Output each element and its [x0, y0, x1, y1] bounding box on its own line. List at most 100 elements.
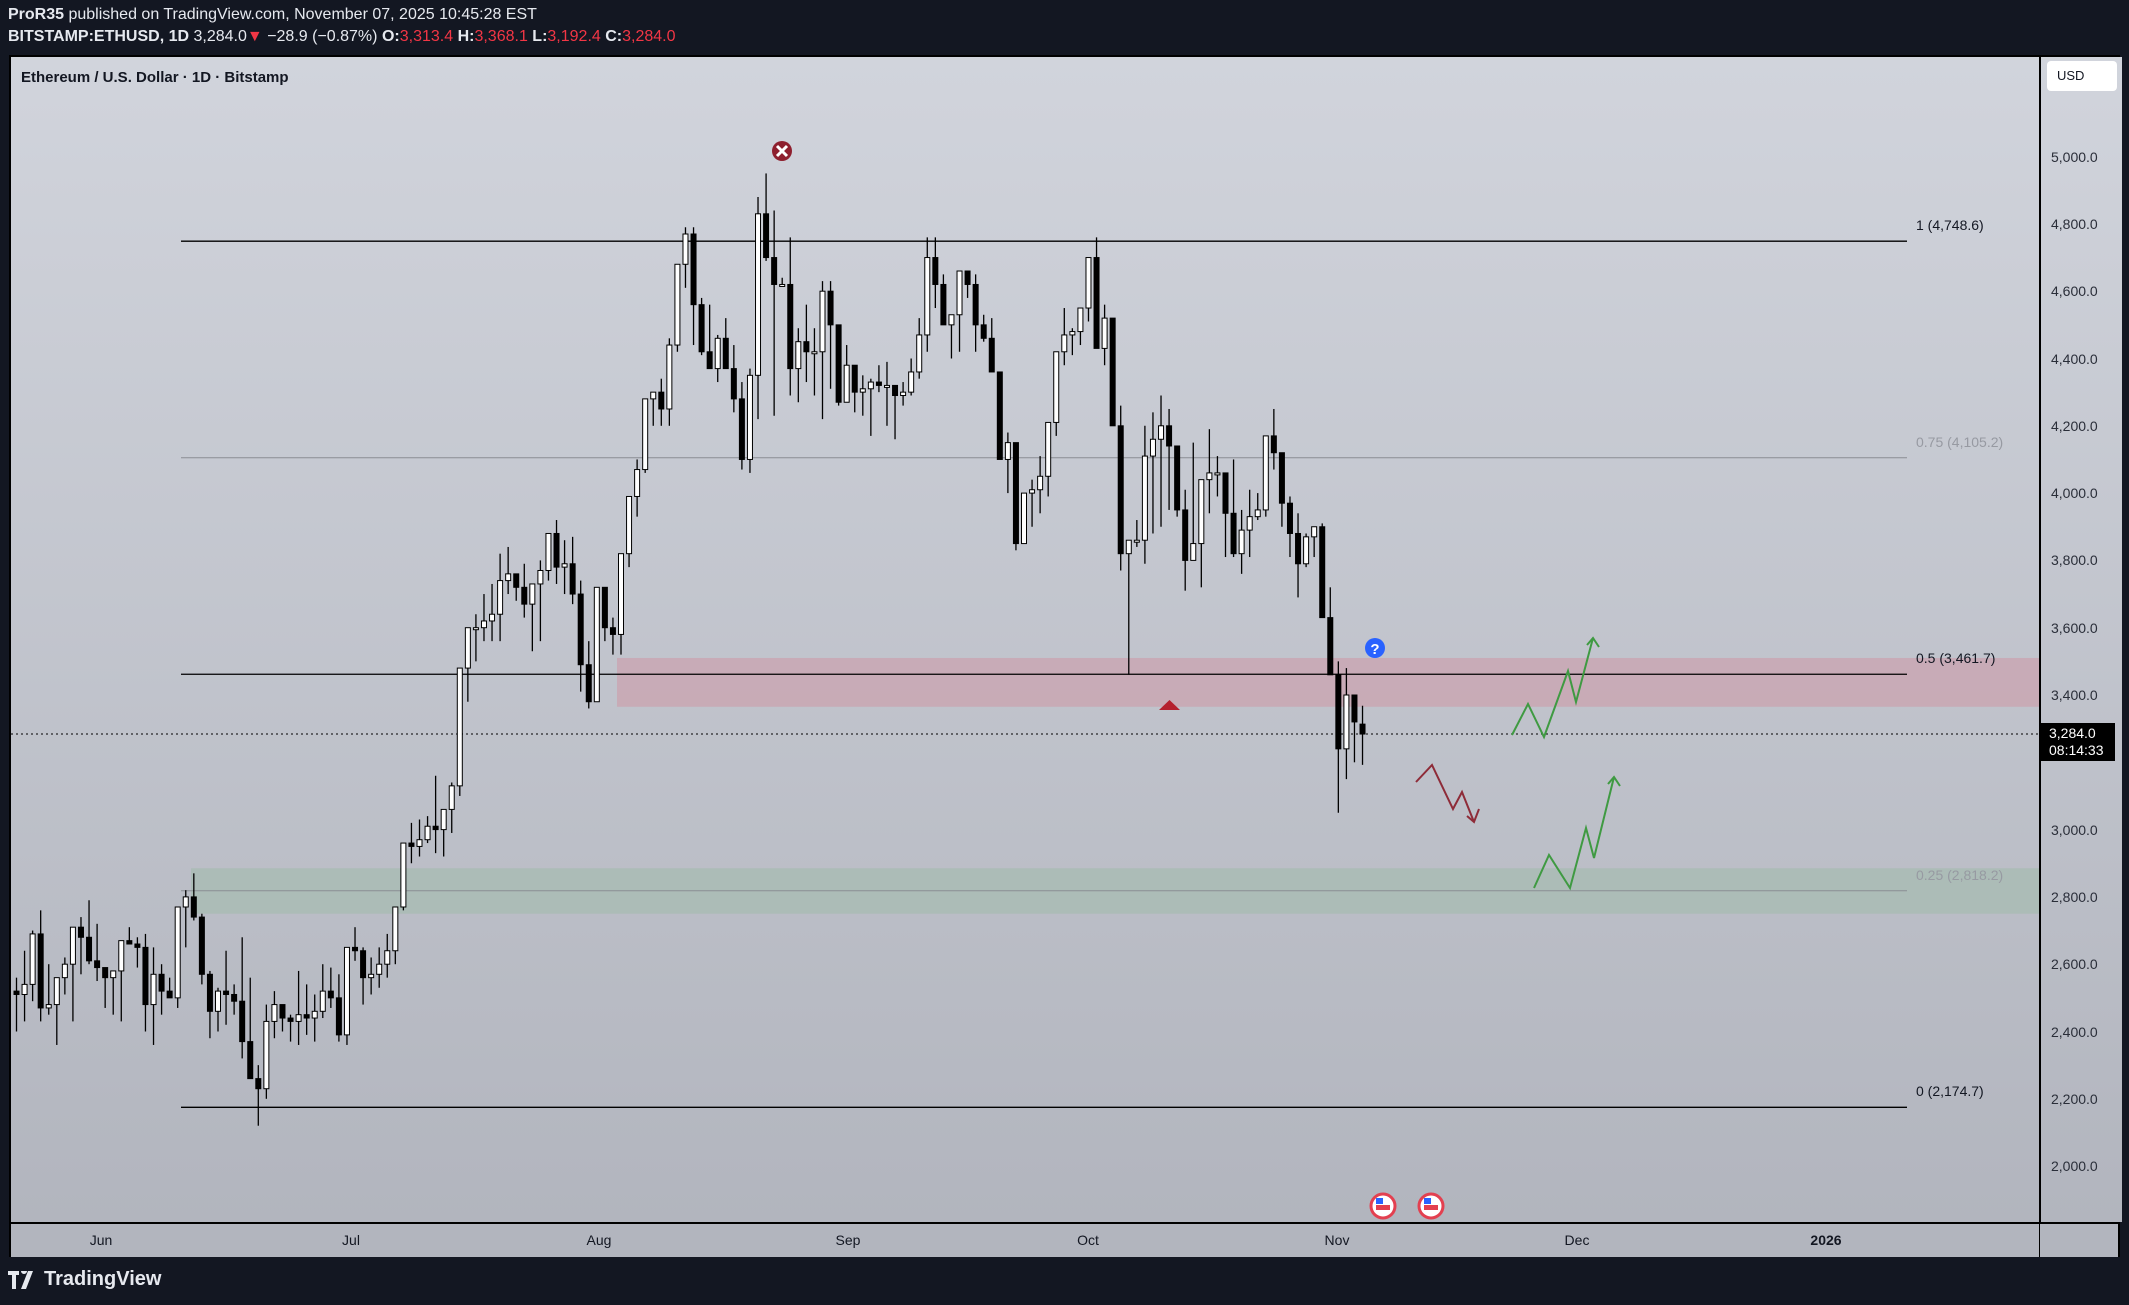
candle-down [940, 283, 947, 326]
candle-down [223, 990, 230, 995]
price-tick: 4,200.0 [2051, 417, 2098, 434]
candle-up [416, 839, 423, 847]
price-tick: 3,400.0 [2051, 687, 2098, 703]
tradingview-logo[interactable]: TradingView [8, 1268, 161, 1291]
candle-down [601, 586, 608, 629]
candle-up [392, 906, 399, 952]
candle-up [561, 563, 568, 568]
candle-down [190, 896, 197, 918]
candle-down [279, 1004, 286, 1019]
candle-down [352, 946, 359, 952]
last-price-label: 3,284.0 08:14:33 [2041, 723, 2115, 762]
flag-canton [1376, 1198, 1383, 1204]
candle-up [319, 990, 326, 1012]
candle-up [182, 896, 189, 908]
candle-down [932, 257, 939, 285]
tradingview-logo-icon [8, 1270, 33, 1289]
open-value: 3,313.4 [399, 28, 454, 45]
candle-down [988, 337, 995, 373]
candle-down [335, 997, 342, 1036]
candle-up [400, 842, 407, 908]
last-price-value: 3,284.0 [2049, 725, 2096, 742]
price-tick: 3,600.0 [2051, 619, 2098, 636]
candle-up [795, 341, 802, 370]
time-tick: Jul [342, 1232, 360, 1248]
fib-label: 0.5 (3,461.7) [1916, 650, 1996, 667]
chart-plot-area[interactable]: ? Ethereum / U.S. Dollar · 1D · Bitstamp… [11, 57, 2039, 1222]
price-tick: 2,000.0 [2051, 1158, 2098, 1175]
candle-up [819, 290, 826, 353]
x-glyph [775, 144, 789, 158]
candle-up [311, 1010, 318, 1019]
currency-button[interactable]: USD [2047, 61, 2117, 91]
price-tick: 4,600.0 [2051, 283, 2098, 300]
candle-down [239, 1000, 246, 1043]
open-label: O: [381, 28, 400, 45]
candle-up [1214, 472, 1221, 476]
candle-up [545, 532, 552, 571]
author-name[interactable]: ProR35 [8, 6, 65, 23]
candle-up [537, 569, 544, 585]
candle-up [682, 233, 689, 265]
candle-up [843, 364, 850, 403]
candle-down [13, 990, 20, 995]
candle-up [1085, 257, 1092, 309]
candle-down [513, 573, 520, 588]
low-label: L: [532, 28, 548, 45]
price-axis[interactable]: USD 3,284.0 08:14:33 5,000.0 4,800.0 4,600… [2039, 57, 2122, 1222]
candle-down [1351, 694, 1358, 723]
candle-up [1021, 492, 1027, 545]
candle-down [972, 283, 979, 326]
candle-up [448, 785, 455, 810]
candle-up [61, 963, 68, 979]
candle-up [674, 263, 681, 346]
candle-up [1029, 489, 1036, 494]
candle-up [755, 213, 762, 376]
price-tick: 2,800.0 [2051, 888, 2098, 905]
candle-down [255, 1078, 262, 1090]
candle-up [1149, 438, 1156, 457]
candle-up [505, 573, 512, 582]
candle-down [996, 371, 1003, 460]
question-glyph: ? [1370, 641, 1379, 658]
candle-down [360, 950, 367, 979]
candle-down [521, 586, 528, 605]
candle-up [1246, 516, 1253, 531]
candle-up [174, 906, 181, 999]
time-axis[interactable]: Jun Jul Aug Sep Oct Nov Dec 2026 [11, 1222, 2118, 1257]
candle-down [980, 324, 987, 339]
price-tick: 3,800.0 [2051, 552, 2098, 569]
price-tick: 2,600.0 [2051, 956, 2098, 973]
candle-down [892, 384, 899, 397]
candle-up [1238, 529, 1245, 555]
candle-down [964, 270, 971, 285]
change-text: −28.9 (−0.87%) [267, 28, 378, 45]
candle-down [102, 967, 109, 979]
candle-down [1335, 674, 1342, 750]
candle-up [908, 371, 915, 393]
candle-down [1174, 445, 1181, 511]
candle-up [593, 586, 600, 703]
candle-down [1109, 317, 1116, 427]
candle-down [690, 233, 697, 306]
candle-up [883, 384, 890, 388]
close-value: 3,284.0 [622, 28, 676, 45]
candle-down [408, 842, 415, 847]
candle-up [1206, 472, 1213, 481]
candle-up [1125, 539, 1132, 555]
high-label: H: [457, 28, 475, 45]
candle-down [1012, 442, 1019, 545]
candle-down [609, 627, 616, 635]
candle-up [1069, 331, 1076, 336]
candle-up [1045, 421, 1052, 477]
candle-up [1037, 475, 1044, 491]
candle-up [384, 950, 391, 965]
candle-down [827, 290, 834, 326]
price-tick: 2,200.0 [2051, 1090, 2098, 1107]
price-tick: 5,000.0 [2051, 148, 2098, 165]
chart-title: Ethereum / U.S. Dollar · 1D · Bitstamp [21, 69, 289, 86]
low-value: 3,192.4 [547, 28, 601, 45]
candle-down [851, 364, 858, 393]
candle-up [1303, 536, 1310, 565]
bearish-path-arrow [1415, 763, 1475, 823]
